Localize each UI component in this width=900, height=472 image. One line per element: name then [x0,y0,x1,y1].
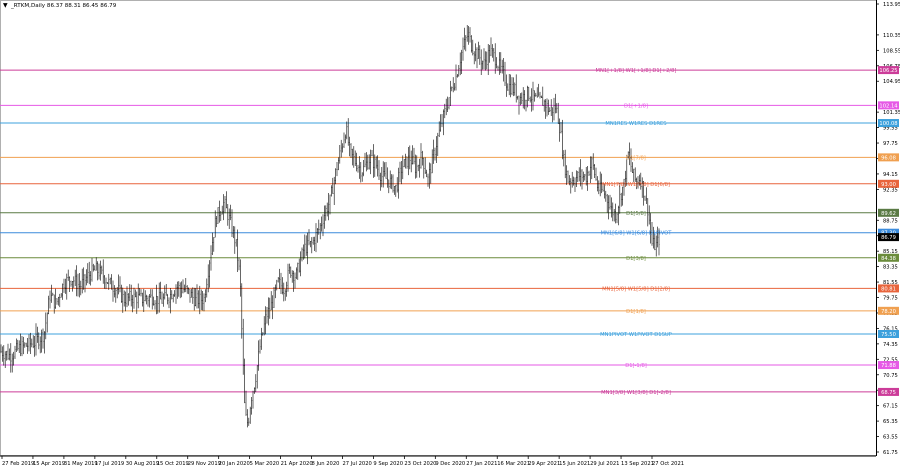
y-tick-label: 70.75 [883,373,898,379]
level-label: D1[-1/8] [625,363,647,369]
x-tick-label: 9 Dec 2020 [435,461,465,467]
level-price-tag-label: 100.08 [879,121,897,127]
level-price-tag [878,284,899,293]
x-tick-label: 13 Sep 2021 [621,461,654,467]
level-price-tag-label: 89.62 [881,211,896,217]
y-tick-label: 99.55 [883,126,898,132]
level-price-tag [878,66,899,75]
level-price-tag [878,228,899,237]
level-price-tag-label: 106.25 [879,68,897,74]
x-tick-label: 15 Jun 2021 [559,461,590,467]
level-price-tag [878,101,899,110]
current-price-tag [878,233,899,242]
level-price-tag [878,253,899,262]
x-tick-label: 15 Apr 2019 [33,461,65,467]
level-price-tag-label: 78.20 [881,309,896,315]
y-tick-label: 108.55 [883,48,900,54]
y-tick-label: 65.35 [883,419,898,425]
level-label: D1[+1/8] [624,103,648,109]
x-tick-label: 27 Feb 2019 [2,461,34,467]
y-tick-label: 88.75 [883,218,898,224]
level-price-tag [878,306,899,315]
x-tick-label: 29 Nov 2019 [188,461,221,467]
level-price-tag-label: 84.38 [881,256,896,262]
level-price-tag [878,119,899,128]
level-price-tag [878,329,899,338]
current-price-tag-label: 86.79 [881,235,896,241]
level-price-tag-label: 102.14 [879,103,898,109]
x-tick-label: 23 Oct 2020 [404,461,436,467]
y-tick-label: 81.55 [883,280,898,286]
level-price-tag-label: 80.81 [881,286,896,292]
x-tick-label: 17 Jul 2019 [95,461,124,467]
menu-triangle-icon[interactable]: ▼ [3,2,8,9]
y-tick-label: 104.95 [883,79,900,85]
x-tick-label: 27 Jul 2020 [342,461,371,467]
x-tick-label: 8 Jun 2020 [312,461,340,467]
y-tick-label: 61.75 [883,450,898,456]
level-label: MN1[6/8] W1[6/8] D1PIVOT [601,231,673,237]
level-label: D1[1/8] [626,309,646,315]
y-tick-label: 101.35 [883,110,900,116]
level-label: D1[3/8] [626,256,646,262]
x-tick-label: 16 Mar 2021 [497,461,530,467]
level-label: MN1RES W1RES D1RES [605,121,666,127]
y-tick-label: 110.35 [883,33,900,39]
level-label: MN1[+1/8] W1[+1/8] D1[+2/8] [596,68,677,74]
level-price-tag [878,153,899,162]
y-tick-label: 67.15 [883,404,898,410]
level-price-tag [878,387,899,396]
level-label: MN1PIVOT W1PIVOT D1SUP [600,332,672,338]
level-label: MN1[7/8] W1[7/8] D1[6/8] [602,182,670,188]
level-price-tag [878,179,899,188]
y-tick-label: 76.15 [883,326,898,332]
x-tick-label: 27 Jan 2021 [466,461,497,467]
x-tick-label: 5 Mar 2020 [250,461,280,467]
levels-layer [0,69,876,393]
price-layer [0,24,660,428]
x-tick-label: 31 May 2019 [64,461,98,467]
level-price-tag [878,208,899,217]
y-tick-label: 63.55 [883,435,898,441]
x-tick-label: 15 Oct 2019 [157,461,189,467]
y-tick-label: 113.95 [883,2,900,8]
y-tick-label: 94.15 [883,172,898,178]
level-label: D1[7/8] [626,155,646,161]
y-tick-label: 92.35 [883,187,898,193]
x-tick-label: 21 Apr 2020 [281,461,313,467]
level-label: MN1[5/8] W1[5/8] D1[2/8] [602,286,670,292]
price-tags-layer: 106.25102.14100.0896.0893.0089.6287.3084… [878,66,899,396]
level-price-tag-label: 71.88 [881,363,896,369]
y-tick-label: 72.55 [883,357,898,363]
y-tick-label: 83.35 [883,265,898,271]
level-label: D1[5/8] [626,211,646,217]
x-tick-label: 27 Oct 2021 [652,461,684,467]
y-tick-label: 85.15 [883,249,898,255]
level-price-tag-label: 68.75 [881,390,896,396]
y-tick-label: 74.35 [883,342,898,348]
level-price-tag-label: 93.00 [881,182,896,188]
chart-title: _RTKM,Daily 86.37 88.31 86.45 86.79 [10,3,117,9]
x-tick-label: 9 Sep 2020 [373,461,403,467]
y-tick-label: 79.75 [883,296,898,302]
level-price-tag-label: 96.08 [881,155,896,161]
x-tick-label: 20 Jan 2020 [219,461,250,467]
level-price-tag [878,361,899,370]
y-tick-label: 97.75 [883,141,898,147]
x-tick-label: 29 Apr 2021 [528,461,560,467]
level-label: MN1[3/8] W1[3/8] D1[-2/8] [601,390,671,396]
level-labels-layer: MN1[+1/8] W1[+1/8] D1[+2/8] D1[+1/8] MN1RE… [596,68,677,396]
level-price-tag-label: 75.50 [881,332,896,338]
x-tick-label: 29 Jul 2021 [590,461,619,467]
x-tick-label: 30 Aug 2019 [126,461,159,467]
